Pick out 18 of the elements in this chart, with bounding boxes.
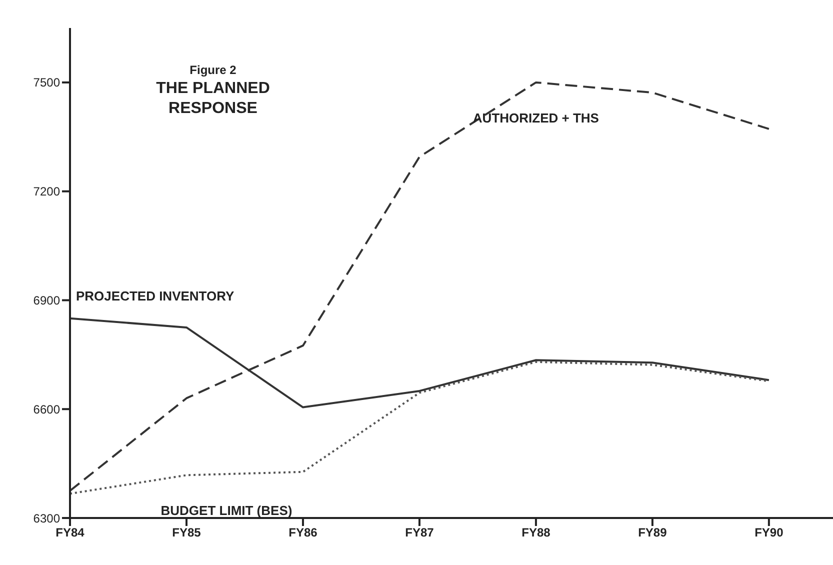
y-tick-label: 6900 [33, 293, 60, 308]
x-tick-label: FY85 [172, 526, 202, 540]
y-tick-label: 6300 [33, 511, 60, 526]
x-tick-label: FY88 [522, 526, 551, 540]
x-tick-label: FY87 [405, 526, 434, 540]
series-label: AUTHORIZED + THS [472, 110, 600, 126]
x-tick-label: FY86 [288, 526, 318, 540]
y-tick-label: 7200 [33, 184, 60, 199]
y-tick-label: 6600 [33, 402, 60, 416]
text: Figure 2 [188, 63, 238, 77]
y-tick-label: 7500 [33, 76, 60, 90]
text: THE PLANNED RESPONSE [155, 79, 271, 119]
series-label: PROJECTED INVENTORY [76, 288, 235, 304]
x-tick-label: FY89 [638, 526, 668, 540]
x-tick-label: FY84 [56, 526, 85, 540]
series-label: BUDGET LIMIT (BES) [160, 503, 292, 518]
line-series [70, 81, 770, 492]
x-tick-label: FY90 [754, 526, 784, 540]
